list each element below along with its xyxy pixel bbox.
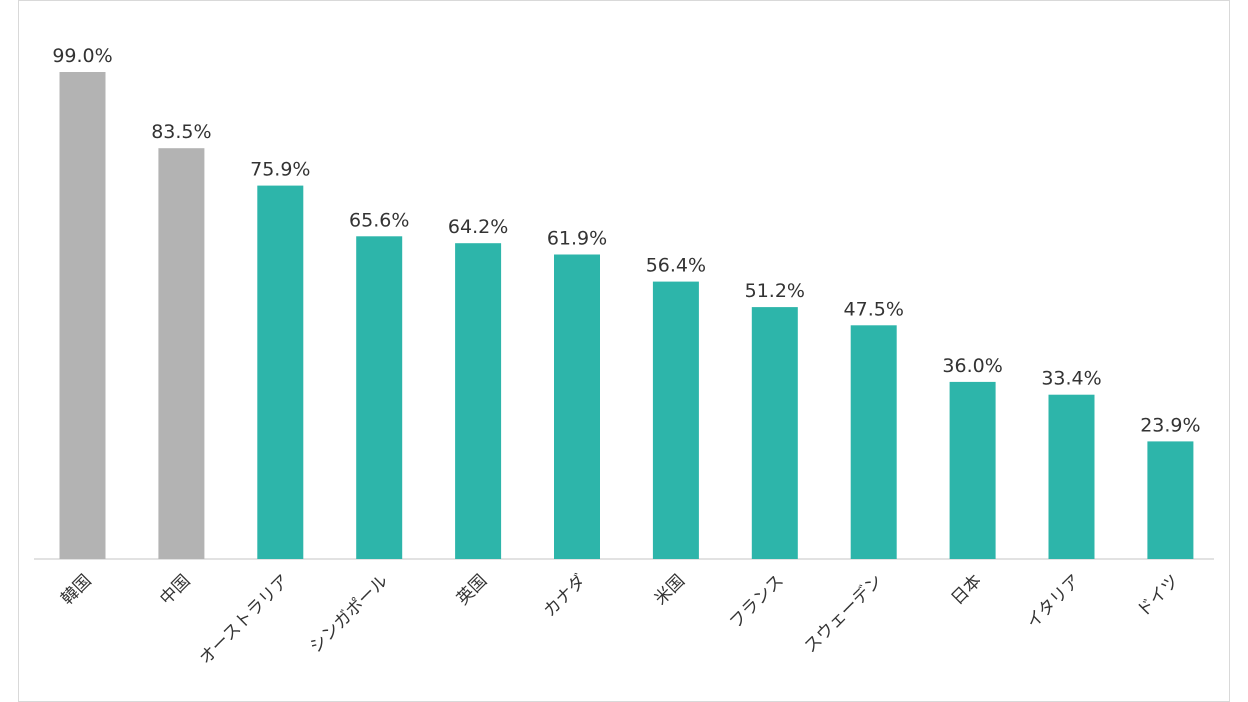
bar-2 bbox=[158, 148, 205, 559]
value-label-12: 23.9% bbox=[1140, 414, 1200, 436]
bar-4 bbox=[356, 236, 403, 560]
bar-11 bbox=[1048, 394, 1095, 559]
category-label-5: 英国 bbox=[453, 571, 491, 609]
category-label-11: イタリア bbox=[1023, 571, 1085, 633]
value-label-8: 51.2% bbox=[745, 280, 805, 302]
category-label-1: 韓国 bbox=[57, 571, 95, 609]
value-label-3: 75.9% bbox=[250, 159, 310, 181]
value-label-5: 64.2% bbox=[448, 216, 508, 238]
value-label-9: 47.5% bbox=[844, 298, 904, 320]
category-labels-group: 韓国 中国 オーストラリア シンガポール 英国 カナダ 米国 フランス スウェーデン 日本 イタリア… bbox=[57, 570, 1183, 668]
bar-6 bbox=[554, 254, 600, 559]
bars-group bbox=[59, 72, 1194, 560]
category-label-7: 米国 bbox=[651, 571, 689, 609]
bar-8 bbox=[751, 307, 798, 559]
category-label-8: フランス bbox=[726, 571, 788, 633]
value-labels-group: 99.0% 83.5% 75.9% 65.6% 64.2% 61.9% 56.4% 51.2%… bbox=[52, 45, 1200, 436]
bar-1 bbox=[59, 72, 106, 559]
bar-9 bbox=[850, 325, 897, 559]
bar-3 bbox=[257, 185, 304, 559]
value-label-4: 65.6% bbox=[349, 209, 409, 231]
value-label-1: 99.0% bbox=[52, 45, 112, 67]
bar-5 bbox=[455, 243, 502, 559]
category-label-2: 中国 bbox=[156, 571, 194, 609]
category-label-6: カナダ bbox=[540, 571, 590, 621]
bar-12 bbox=[1147, 441, 1194, 559]
value-label-2: 83.5% bbox=[151, 121, 211, 143]
category-label-4: シンガポール bbox=[306, 571, 392, 657]
category-label-3: オーストラリア bbox=[196, 571, 294, 669]
value-label-11: 33.4% bbox=[1041, 368, 1101, 390]
category-label-9: スウェーデン bbox=[800, 570, 887, 657]
value-label-10: 36.0% bbox=[942, 355, 1002, 377]
category-label-12: ドイツ bbox=[1133, 571, 1183, 621]
category-label-10: 日本 bbox=[947, 571, 985, 609]
bar-7 bbox=[652, 281, 699, 559]
bar-10 bbox=[949, 381, 996, 559]
chart-frame bbox=[18, 0, 1230, 702]
value-label-6: 61.9% bbox=[547, 228, 607, 250]
value-label-7: 56.4% bbox=[646, 255, 706, 277]
